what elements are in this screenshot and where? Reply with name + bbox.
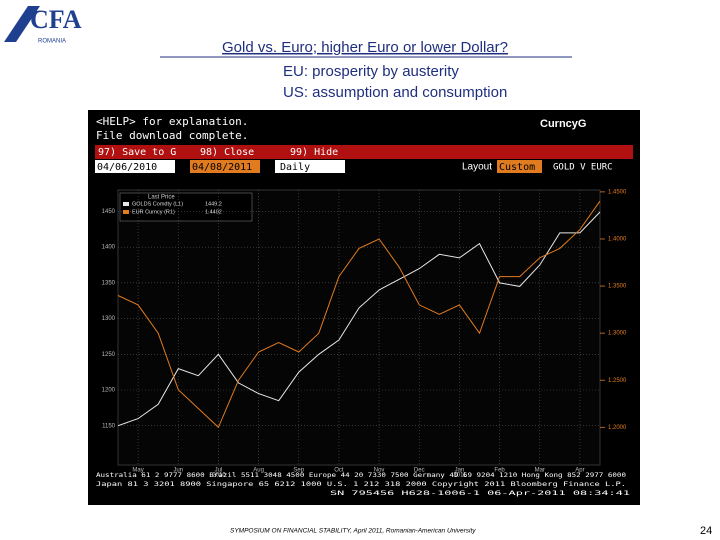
end-date[interactable]: 04/08/2011 [192, 162, 252, 173]
logo-mark [4, 6, 40, 42]
y2-tick-label: 1.3500 [608, 284, 627, 290]
help-text: <HELP> for explanation. [96, 115, 248, 128]
layout-label: Layout [462, 162, 492, 173]
period[interactable]: Daily [280, 162, 310, 173]
x-tick-label: Jul [215, 468, 223, 474]
y-tick-label: 1400 [102, 245, 116, 251]
legend-entry: GOLDS Comdty (L1) [132, 201, 183, 207]
screen-name: CurncyG [540, 118, 586, 130]
security: GOLD V EURC [553, 163, 613, 173]
x-tick-label: Aug [253, 468, 264, 474]
series-line [117, 211, 601, 427]
legend-title: Last Price [148, 195, 175, 201]
button[interactable]: 97) Save to G [98, 147, 176, 158]
button[interactable]: 99) Hide [290, 147, 338, 158]
year-label: 2010 [212, 473, 226, 479]
x-tick-label: Nov [374, 468, 385, 474]
y2-tick-label: 1.3000 [608, 331, 627, 337]
x-tick-label: Mar [535, 468, 545, 474]
legend-swatch [123, 210, 129, 214]
plot-area [117, 189, 601, 466]
layout[interactable]: Custom [499, 162, 535, 173]
subtitle: EU: prosperity by austerity [283, 63, 459, 80]
layout-field[interactable] [497, 160, 542, 173]
y-tick-label: 1350 [102, 280, 116, 286]
x-tick-label: Jan [455, 468, 465, 474]
x-tick-label: May [132, 468, 143, 474]
y-tick-label: 1150 [102, 423, 116, 429]
period-field[interactable] [275, 160, 345, 173]
subtitle: US: assumption and consumption [283, 84, 507, 101]
x-tick-label: Oct [334, 468, 344, 474]
x-tick-label: Apr [575, 468, 584, 474]
legend-value: 1449.2 [205, 201, 222, 207]
date-field[interactable] [95, 160, 175, 173]
status-text: File download complete. [96, 129, 248, 142]
legend-entry: EUR Curncy (R1) [132, 209, 175, 215]
date-field[interactable] [190, 160, 260, 173]
y-tick-label: 1200 [102, 388, 116, 394]
page-number: 24 [700, 525, 712, 537]
y2-tick-label: 1.4000 [608, 237, 627, 243]
year-label: 2011 [453, 473, 467, 479]
legend-value: 1.4402 [205, 209, 222, 215]
terminal-footer: Japan 81 3 3201 8900 Singapore 65 6212 1… [96, 481, 626, 488]
y-tick-label: 1450 [102, 209, 116, 215]
legend [119, 192, 253, 222]
x-tick-label: Feb [494, 468, 505, 474]
legend-swatch [123, 202, 129, 206]
y2-tick-label: 1.2000 [608, 425, 627, 431]
terminal-footer: Australia 61 2 9777 8600 Brazil 5511 304… [96, 472, 626, 479]
toolbar [95, 145, 633, 159]
footer-text: SYMPOSIUM ON FINANCIAL STABILITY, April … [230, 528, 476, 535]
y2-tick-label: 1.4500 [608, 189, 627, 195]
x-tick-label: Sep [293, 468, 304, 474]
x-tick-label: Jun [173, 468, 183, 474]
series-line [117, 200, 601, 429]
terminal-footer: SN 795456 H628-1006-1 06-Apr-2011 08:34:… [330, 490, 630, 497]
start-date[interactable]: 04/06/2010 [97, 162, 157, 173]
x-tick-label: Dec [414, 468, 425, 474]
title: Gold vs. Euro; higher Euro or lower Doll… [222, 39, 508, 56]
logo-sub: ROMANIA [38, 39, 66, 45]
y-tick-label: 1300 [102, 316, 116, 322]
y-tick-label: 1250 [102, 352, 116, 358]
y2-tick-label: 1.2500 [608, 378, 627, 384]
logo: CFA [30, 5, 82, 34]
button[interactable]: 98) Close [200, 147, 254, 158]
